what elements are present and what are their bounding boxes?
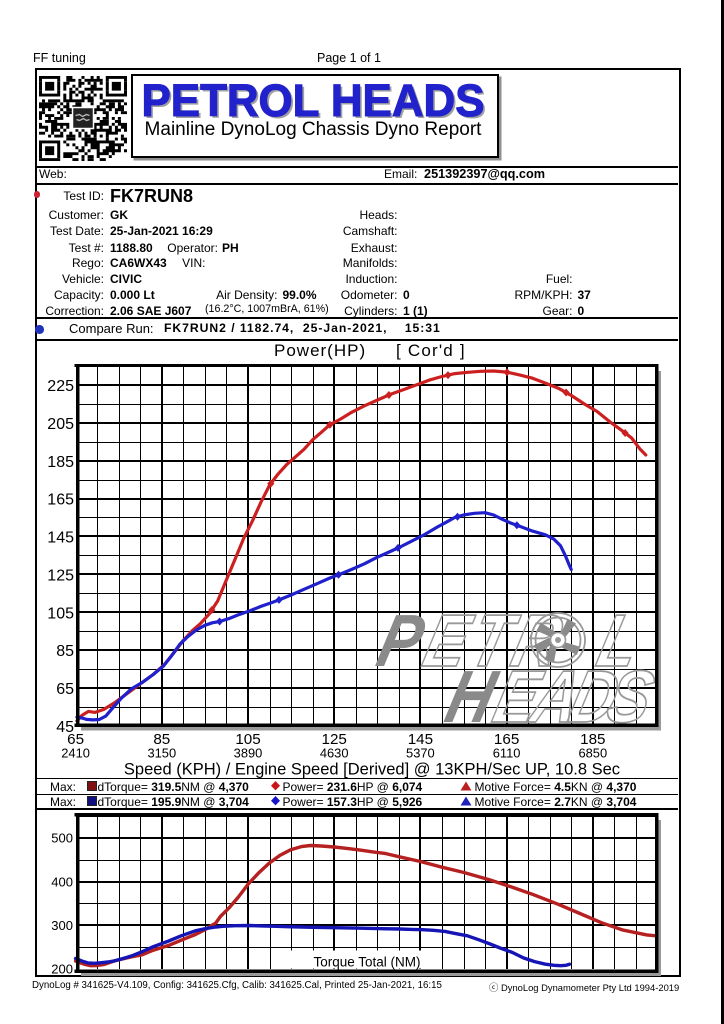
svg-text:185: 185 <box>580 731 605 748</box>
svg-text:500: 500 <box>51 831 73 846</box>
svg-text:165: 165 <box>47 492 74 509</box>
svg-text:65: 65 <box>56 681 74 698</box>
svg-text:105: 105 <box>47 605 74 622</box>
svg-text:125: 125 <box>47 567 74 584</box>
svg-text:2410: 2410 <box>61 745 90 760</box>
svg-text:6850: 6850 <box>578 745 607 760</box>
svg-text:4630: 4630 <box>320 745 349 760</box>
svg-text:105: 105 <box>235 731 260 748</box>
svg-text:225: 225 <box>47 378 74 395</box>
svg-text:200: 200 <box>51 962 73 977</box>
svg-text:Speed (KPH) / Engine Speed [De: Speed (KPH) / Engine Speed [Derived] @ 1… <box>124 761 620 779</box>
svg-text:400: 400 <box>51 874 73 889</box>
svg-text:165: 165 <box>494 731 519 748</box>
svg-text:5370: 5370 <box>406 745 435 760</box>
svg-text:6110: 6110 <box>493 745 521 760</box>
svg-text:65: 65 <box>67 731 84 748</box>
svg-text:Torque Total (NM): Torque Total (NM) <box>313 955 420 970</box>
svg-text:185: 185 <box>47 454 74 471</box>
svg-text:85: 85 <box>56 643 74 660</box>
svg-text:3150: 3150 <box>147 745 176 760</box>
svg-text:85: 85 <box>153 731 170 748</box>
svg-text:45: 45 <box>56 719 74 736</box>
svg-text:145: 145 <box>47 530 74 547</box>
svg-text:125: 125 <box>322 731 347 748</box>
svg-text:145: 145 <box>408 731 433 748</box>
svg-text:205: 205 <box>47 416 74 433</box>
svg-text:300: 300 <box>51 918 73 933</box>
svg-text:3890: 3890 <box>234 745 263 760</box>
